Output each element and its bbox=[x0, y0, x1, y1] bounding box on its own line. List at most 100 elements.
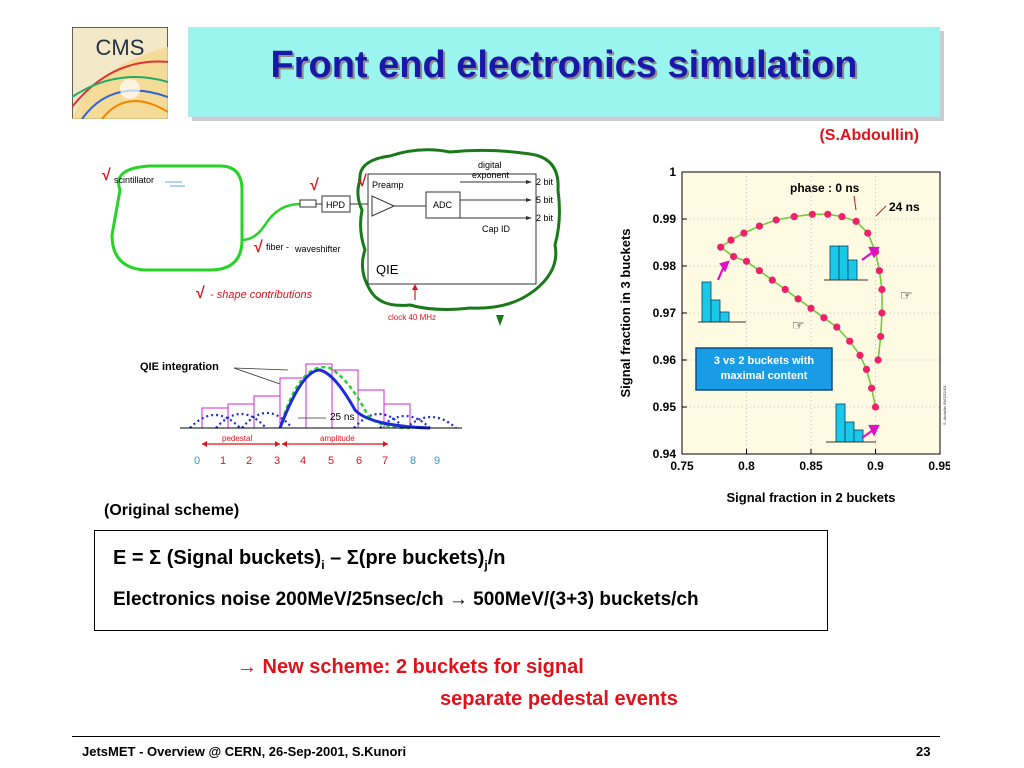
callout-line-2: maximal content bbox=[721, 370, 808, 382]
ns-label: 25 ns bbox=[330, 412, 354, 423]
data-point bbox=[755, 222, 763, 230]
qie-label: QIE bbox=[376, 262, 399, 277]
title-banner: Front end electronics simulation bbox=[188, 27, 940, 117]
down-arrow-icon bbox=[496, 315, 504, 326]
cms-logo: CMS bbox=[72, 27, 168, 119]
x-tick-label: 0.85 bbox=[799, 459, 823, 473]
qie-outline bbox=[356, 148, 561, 311]
bucket-number: 1 bbox=[220, 455, 226, 467]
footer-text: JetsMET - Overview @ CERN, 26-Sep-2001, … bbox=[82, 744, 407, 759]
amplitude-label: amplitude bbox=[320, 434, 355, 443]
new-scheme-line-1: → New scheme: 2 buckets for signal bbox=[237, 656, 584, 678]
data-point bbox=[878, 309, 886, 317]
y-tick-label: 0.99 bbox=[653, 212, 677, 226]
data-point bbox=[874, 356, 882, 364]
phase-start-label: phase : 0 ns bbox=[790, 181, 860, 195]
y-tick-label: 1 bbox=[669, 165, 676, 179]
slide-title: Front end electronics simulation bbox=[270, 44, 858, 86]
fiber-label: fiber - bbox=[266, 242, 289, 252]
data-point bbox=[878, 285, 886, 294]
callout-box bbox=[695, 347, 833, 391]
data-point bbox=[755, 267, 763, 275]
pointer-arrow-icon bbox=[716, 246, 880, 439]
clock-label: clock 40 MHz bbox=[388, 313, 436, 322]
bucket-number: 9 bbox=[434, 455, 440, 467]
bucket-number: 7 bbox=[382, 455, 388, 467]
qie-integration-label: QIE integration bbox=[140, 361, 219, 373]
data-point bbox=[877, 332, 885, 341]
y-tick-label: 0.94 bbox=[653, 447, 677, 461]
data-point bbox=[820, 314, 828, 322]
svg-text:√: √ bbox=[310, 177, 319, 194]
x-axis-label: Signal fraction in 2 buckets bbox=[726, 490, 895, 505]
data-point bbox=[871, 403, 880, 411]
data-point bbox=[781, 285, 789, 294]
y-tick-label: 0.96 bbox=[653, 353, 677, 367]
waveshifter-block bbox=[299, 199, 317, 208]
data-point bbox=[742, 257, 751, 265]
scintillator-label: scintillator bbox=[114, 175, 154, 185]
bucket-number: 3 bbox=[274, 455, 280, 467]
data-point bbox=[790, 213, 798, 221]
credit-label: S. Abdullin 09/02/2001 bbox=[942, 384, 947, 425]
check-mark: √ bbox=[102, 167, 111, 184]
noise-text: Electronics noise 200MeV/25nsec/ch → 500… bbox=[113, 589, 699, 610]
phase-end-label: 24 ns bbox=[889, 200, 920, 214]
svg-text:2 bit: 2 bit bbox=[536, 177, 554, 187]
footer-divider bbox=[72, 736, 940, 737]
shape-contributions-label: - shape contributions bbox=[210, 289, 313, 301]
original-scheme-label: (Original scheme) bbox=[104, 502, 240, 519]
hand-pointer-icon: ☞ bbox=[792, 317, 805, 333]
data-point bbox=[740, 229, 748, 237]
preamp-symbol bbox=[371, 195, 396, 217]
svg-text:√: √ bbox=[254, 239, 263, 256]
data-point bbox=[794, 295, 802, 303]
formula-box: E = Σ (Signal buckets)i – Σ(pre buckets)… bbox=[94, 530, 828, 631]
data-point bbox=[717, 243, 725, 251]
bucket-number: 6 bbox=[356, 455, 362, 467]
light-icon bbox=[165, 181, 185, 187]
data-point bbox=[838, 213, 846, 221]
right-arrow-icon: → bbox=[448, 589, 468, 610]
bucket-number: 5 bbox=[328, 455, 334, 467]
data-point bbox=[807, 304, 815, 312]
y-tick-label: 0.97 bbox=[653, 306, 677, 320]
data-point bbox=[768, 276, 776, 284]
exponent-label: exponent bbox=[472, 170, 510, 180]
energy-formula: E = Σ (Signal buckets)i – Σ(pre buckets)… bbox=[113, 547, 506, 572]
x-tick-label: 0.75 bbox=[670, 459, 694, 473]
hand-pointer-icon: ☞ bbox=[900, 287, 913, 303]
signal-fraction-chart: 0.75 0.8 0.85 0.9 0.95 0.94 0.95 0.96 0.97 0.98 0.… bbox=[618, 165, 950, 505]
right-arrow-icon: → bbox=[237, 656, 257, 678]
preamp-label: Preamp bbox=[372, 180, 404, 190]
green-pulse bbox=[278, 365, 411, 430]
data-point bbox=[730, 253, 738, 261]
data-point bbox=[772, 216, 780, 224]
new-scheme-line-2: separate pedestal events bbox=[440, 688, 678, 710]
data-point bbox=[868, 384, 876, 392]
bucket-number: 4 bbox=[300, 455, 306, 467]
data-point bbox=[727, 236, 735, 244]
page-number: 23 bbox=[916, 744, 931, 759]
author-credit: (S.Abdoullin) bbox=[819, 127, 919, 144]
svg-text:√: √ bbox=[196, 285, 205, 302]
data-point bbox=[808, 210, 816, 218]
data-point bbox=[846, 337, 854, 345]
callout-line-1: 3 vs 2 buckets with bbox=[714, 355, 815, 367]
pedestal-label: pedestal bbox=[222, 434, 252, 443]
data-point bbox=[875, 267, 883, 275]
data-point bbox=[852, 217, 860, 225]
bucket-number: 0 bbox=[194, 455, 200, 467]
data-point bbox=[833, 323, 841, 331]
svg-text:2 bit: 2 bit bbox=[536, 213, 554, 223]
y-tick-label: 0.95 bbox=[653, 400, 677, 414]
bucket-number: 2 bbox=[246, 455, 252, 467]
blue-pulse bbox=[278, 368, 431, 430]
front-end-diagram: √ scintillator HPD √ √ fiber - waveshift… bbox=[102, 148, 561, 326]
svg-text:5 bit: 5 bit bbox=[536, 195, 554, 205]
fiber-line bbox=[241, 202, 301, 242]
ticks: 0.75 0.8 0.85 0.9 0.95 0.94 0.95 0.96 0.97 0.98 0.… bbox=[653, 165, 950, 473]
qie-integration-diagram: QIE integration 25 ns pedestal amplitude… bbox=[140, 361, 462, 467]
x-tick-label: 0.9 bbox=[867, 459, 884, 473]
digital-label: digital bbox=[478, 160, 502, 170]
